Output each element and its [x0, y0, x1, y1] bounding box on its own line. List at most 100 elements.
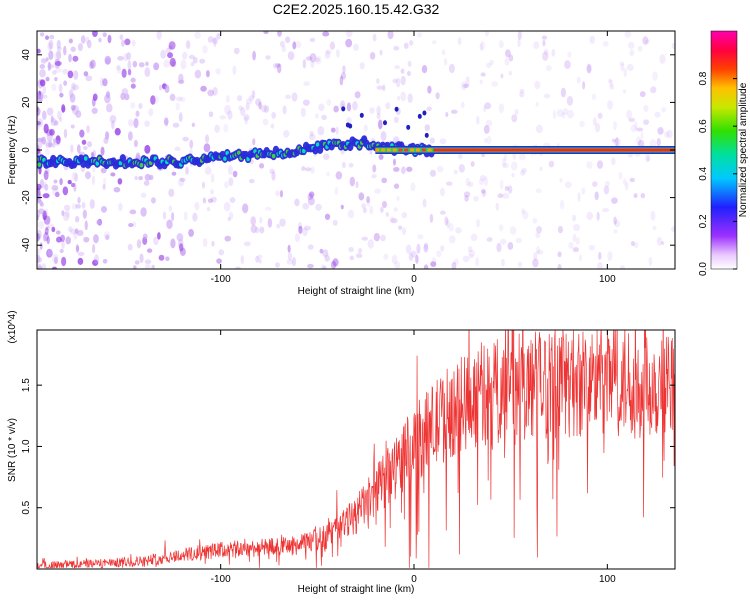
spectrogram-noise-cell: [103, 137, 109, 144]
spectrogram-noise-cell: [465, 177, 471, 187]
spectrogram-noise-cell: [134, 175, 138, 181]
spectrogram-noise-cell: [79, 129, 85, 138]
spectrogram-noise-cell: [133, 265, 137, 269]
spectrogram-noise-cell: [214, 124, 221, 133]
spectrogram-noise-cell: [120, 92, 126, 101]
snr-y-tick-label: 0.5: [21, 500, 32, 514]
spectrogram-noise-cell: [208, 111, 214, 118]
spectrogram-noise-cell: [391, 254, 398, 265]
spectrogram-noise-cell: [110, 172, 116, 177]
spectrogram-noise-cell: [648, 256, 653, 267]
spectrogram-steady-band-peak: [433, 148, 675, 152]
spectrogram-noise-cell: [65, 236, 71, 245]
spectrogram-noise-cell: [326, 171, 330, 177]
spectrogram-noise-cell: [90, 59, 96, 69]
spectrogram-noise-cell: [169, 57, 176, 67]
spectrogram-noise-cell: [150, 95, 156, 105]
spectrogram-noise-cell: [124, 38, 131, 46]
spectrogram-noise-cell: [61, 104, 66, 113]
spectrogram-noise-cell: [172, 122, 180, 128]
spectrogram-noise-cell: [535, 232, 541, 239]
spectrogram-noise-cell: [103, 231, 111, 240]
spectrogram-noise-cell: [317, 126, 325, 136]
spectrogram-steady-band-peak: [415, 148, 420, 152]
spectrogram-noise-cell: [68, 226, 73, 233]
spectrogram-noise-cell: [367, 238, 374, 249]
spectrogram-noise-cell: [475, 256, 480, 267]
spectrogram-noise-cell: [91, 107, 98, 114]
spectrogram-noise-cell: [259, 163, 265, 169]
spectrogram-noise-cell: [132, 221, 137, 228]
spectrogram-noise-cell: [93, 234, 99, 244]
spectrogram-noise-cell: [446, 218, 450, 229]
spectrogram-noise-cell: [609, 83, 614, 90]
spectrogram-ridge-cell: [383, 120, 387, 126]
spectrogram-noise-cell: [127, 60, 132, 70]
spectrogram-noise-cell: [82, 145, 88, 150]
spectrogram-noise-cell: [165, 256, 170, 262]
spectrogram-noise-cell: [654, 111, 661, 118]
spectrogram-noise-cell: [145, 61, 149, 67]
spectrogram-ridge-core: [315, 142, 320, 147]
spectrogram-noise-cell: [597, 112, 603, 119]
spectrogram-noise-cell: [315, 57, 321, 63]
colorbar-gradient: [710, 30, 738, 270]
spectrogram-noise-cell: [400, 68, 405, 74]
spectrogram-noise-cell: [248, 178, 255, 184]
spectrogram-noise-cell: [52, 188, 59, 197]
spectrogram-noise-cell: [634, 120, 638, 131]
spectrogram-noise-cell: [518, 153, 526, 161]
spectrogram-noise-cell: [67, 70, 74, 79]
spectrogram-noise-cell: [485, 119, 493, 127]
spectrogram-noise-cell: [319, 248, 324, 254]
spectrogram-noise-cell: [657, 127, 664, 135]
spectrogram-ylabel: Frequency (Hz): [7, 116, 18, 185]
spectrogram-noise-cell: [207, 36, 214, 43]
spectrogram-noise-cell: [626, 63, 634, 71]
spectrogram-noise-cell: [42, 94, 48, 99]
chart-title: C2E2.2025.160.15.42.G32: [273, 1, 440, 17]
spectrogram-noise-cell: [179, 177, 186, 182]
spectrogram-noise-cell: [445, 112, 449, 118]
spectrogram-noise-cell: [508, 70, 513, 76]
spectrogram-noise-cell: [210, 172, 215, 183]
spectrogram-noise-cell: [509, 226, 517, 235]
spectrogram-noise-cell: [53, 120, 59, 126]
spectrogram-noise-cell: [37, 110, 40, 119]
spectrogram-noise-cell: [45, 225, 50, 231]
spectrogram-noise-cell: [270, 123, 275, 129]
spectrogram-xlabel: Height of straight line (km): [298, 286, 415, 297]
spectrogram-noise-cell: [325, 49, 332, 55]
spectrogram-noise-cell: [559, 199, 565, 210]
spectrogram-panel: -100 0 100 -40 -20 0 20 40 Height of straight l…: [7, 30, 676, 297]
spectrogram-noise-cell: [271, 171, 276, 181]
spectrogram-noise-cell: [190, 61, 195, 67]
spectrogram-noise-cell: [182, 136, 189, 142]
spectrogram-noise-cell: [640, 193, 646, 199]
snr-y-tick-label: 1.5: [21, 378, 32, 392]
spectrogram-noise-cell: [286, 259, 294, 265]
spectrogram-noise-cell: [189, 139, 194, 149]
spectrogram-noise-cell: [51, 184, 59, 191]
spectrogram-noise-cell: [358, 248, 363, 254]
spectrogram-noise-cell: [243, 241, 251, 247]
spectrogram-noise-cell: [102, 183, 106, 190]
spectrogram-noise-cell: [116, 64, 122, 74]
spectrogram-noise-cell: [480, 40, 485, 51]
spectrogram-noise-cell: [236, 95, 243, 102]
spectrogram-ridge-cell: [359, 112, 364, 118]
spectrogram-noise-cell: [390, 218, 398, 224]
spectrogram-noise-cell: [562, 108, 568, 116]
spectrogram-noise-cell: [77, 43, 83, 51]
spectrogram-noise-cell: [407, 60, 412, 67]
spectrogram-noise-cell: [470, 233, 478, 242]
spectrogram-noise-cell: [171, 212, 175, 222]
spectrogram-noise-cell: [176, 96, 183, 102]
spectrogram-noise-cell: [303, 225, 311, 231]
spectrogram-noise-cell: [55, 230, 61, 235]
spectrogram-noise-cell: [514, 108, 519, 116]
spectrogram-noise-cell: [41, 263, 47, 269]
spectrogram-noise-cell: [47, 61, 52, 71]
spectrogram-y-tick-label: -20: [21, 190, 32, 205]
